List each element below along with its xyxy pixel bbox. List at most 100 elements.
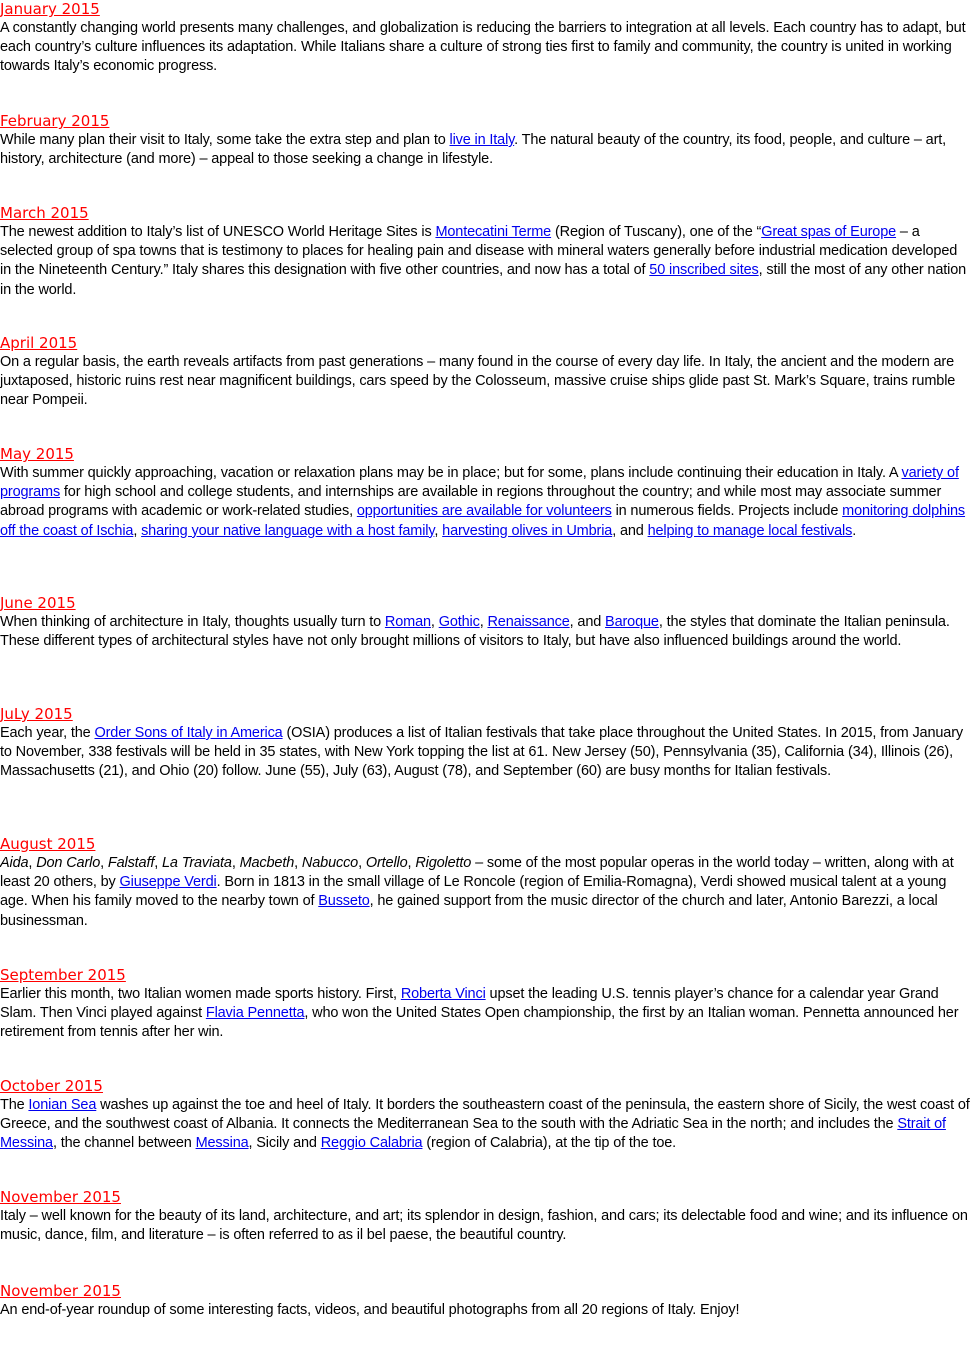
body-text: , — [434, 522, 443, 539]
body-text: washes up against the toe and heel of It… — [0, 1097, 970, 1133]
body-text: (OSIA) produces a list of Italian festiv… — [0, 725, 963, 780]
entry-title-link[interactable]: March 2015 — [0, 204, 89, 222]
inline-link[interactable]: harvesting olives in Umbria — [442, 522, 613, 539]
inline-link[interactable]: Strait of Messina — [0, 1116, 946, 1152]
entry-title-link[interactable]: October 2015 — [0, 1077, 103, 1095]
italic-text: Rigoletto — [415, 855, 472, 871]
entry-title-link[interactable]: February 2015 — [0, 112, 110, 130]
entry-body: Each year, the Order Sons of Italy in Am… — [0, 724, 971, 782]
body-text: , — [100, 855, 108, 871]
entry-title-link[interactable]: JuLy 2015 — [0, 705, 73, 723]
body-text: in numerous fields. Projects include — [611, 503, 843, 520]
inline-link[interactable]: Flavia Pennetta — [205, 1005, 305, 1022]
body-text: . — [852, 522, 857, 539]
body-text: With summer quickly approaching, vacatio… — [0, 465, 902, 481]
inline-link[interactable]: Giuseppe Verdi — [119, 874, 217, 891]
entry-july: JuLy 2015 Each year, the Order Sons of I… — [0, 705, 971, 782]
entry-january: January 2015 A constantly changing world… — [0, 0, 971, 77]
inline-link[interactable]: Renaissance — [487, 614, 570, 630]
body-text: , — [294, 855, 302, 871]
inline-link[interactable]: Ionian Sea — [28, 1097, 97, 1113]
entry-title-link[interactable]: January 2015 — [0, 0, 100, 18]
body-text: On a regular basis, the earth reveals ar… — [0, 354, 956, 409]
entry-title-link[interactable]: November 2015 — [0, 1282, 121, 1300]
inline-link[interactable]: monitoring dolphins off the coast of Isc… — [0, 503, 966, 539]
body-text: , Sicily and — [248, 1135, 321, 1152]
inline-link[interactable]: Montecatini Terme — [435, 224, 552, 240]
entry-title-link[interactable]: June 2015 — [0, 594, 76, 612]
body-text: (region of Calabria), at the tip of the … — [422, 1135, 677, 1152]
inline-link[interactable]: Gothic — [438, 614, 480, 630]
inline-link[interactable]: Busseto — [318, 893, 370, 910]
entry-may: May 2015 With summer quickly approaching… — [0, 445, 971, 541]
inline-link[interactable]: Great spas of Europe — [761, 224, 897, 240]
entry-november: November 2015 Italy – well known for the… — [0, 1188, 971, 1245]
body-text: The newest addition to Italy’s list of U… — [0, 224, 436, 240]
body-text: , the channel between — [52, 1135, 196, 1152]
entry-body: Earlier this month, two Italian women ma… — [0, 985, 971, 1043]
italic-text: La Traviata — [162, 855, 232, 871]
body-text: – a selected group of spa towns that is … — [0, 224, 958, 279]
italic-text: Macbeth — [239, 855, 295, 871]
entry-body: The newest addition to Italy’s list of U… — [0, 223, 971, 300]
entry-october: October 2015 The Ionian Sea washes up ag… — [0, 1077, 971, 1154]
body-text: for high school and college students, an… — [0, 484, 942, 520]
body-text: (Region of Tuscany), one of the “ — [551, 224, 762, 240]
inline-link[interactable]: Reggio Calabria — [320, 1135, 423, 1152]
inline-link[interactable]: live in Italy — [449, 132, 515, 148]
body-text: , he gained support from the music direc… — [0, 893, 938, 929]
inline-link[interactable]: sharing your native language with a host… — [141, 522, 435, 539]
entry-march: March 2015 The newest addition to Italy’… — [0, 204, 971, 300]
inline-link[interactable]: variety of programs — [0, 465, 959, 501]
entry-title-link[interactable]: May 2015 — [0, 445, 74, 463]
body-text: , and — [612, 522, 648, 539]
body-text: , — [430, 614, 439, 630]
entry-body: The Ionian Sea washes up against the toe… — [0, 1096, 971, 1154]
entry-february: February 2015 While many plan their visi… — [0, 112, 971, 169]
inline-link[interactable]: opportunities are available for voluntee… — [356, 503, 612, 520]
body-text: When thinking of architecture in Italy, … — [0, 614, 385, 630]
inline-link[interactable]: Order Sons of Italy in America — [94, 725, 283, 741]
body-text: , — [28, 855, 37, 871]
entry-body: A constantly changing world presents man… — [0, 19, 971, 77]
body-text: . Born in 1813 in the small village of L… — [0, 874, 947, 910]
body-text: , still the most of any other nation in … — [0, 262, 967, 298]
body-text: , — [407, 855, 416, 871]
body-text: , — [231, 855, 240, 871]
body-text: upset the leading U.S. tennis player’s c… — [0, 986, 939, 1022]
entry-november-roundup: November 2015 An end-of-year roundup of … — [0, 1282, 971, 1320]
entry-title-link[interactable]: September 2015 — [0, 966, 126, 984]
inline-link[interactable]: Roman — [384, 614, 431, 630]
body-text: , — [154, 855, 162, 871]
entry-body: When thinking of architecture in Italy, … — [0, 613, 971, 651]
body-text: , — [358, 855, 366, 871]
entry-title-link[interactable]: August 2015 — [0, 835, 96, 853]
body-text: , the styles that dominate the Italian p… — [0, 614, 950, 650]
entry-april: April 2015 On a regular basis, the earth… — [0, 334, 971, 411]
body-text: – some of the most popular operas in the… — [0, 855, 954, 891]
italic-text: Don Carlo — [36, 855, 101, 871]
body-text: , and — [569, 614, 606, 630]
body-text: An end-of-year roundup of some interesti… — [0, 1302, 740, 1318]
body-text: , — [479, 614, 488, 630]
entry-body: Italy – well known for the beauty of its… — [0, 1207, 971, 1245]
entry-title-link[interactable]: November 2015 — [0, 1188, 121, 1206]
body-text: While many plan their visit to Italy, so… — [0, 132, 450, 148]
inline-link[interactable]: helping to manage local festivals — [647, 522, 853, 539]
inline-link[interactable]: Messina — [195, 1135, 249, 1152]
body-text: , — [133, 522, 142, 539]
inline-link[interactable]: Baroque — [605, 614, 659, 630]
body-text: A constantly changing world presents man… — [0, 20, 966, 75]
body-text: Italy – well known for the beauty of its… — [0, 1208, 968, 1244]
inline-link[interactable]: Roberta Vinci — [400, 986, 486, 1002]
italic-text: Ortello — [365, 855, 408, 871]
entry-title-link[interactable]: April 2015 — [0, 334, 78, 352]
body-text: Earlier this month, two Italian women ma… — [0, 986, 401, 1002]
body-text: Each year, the — [0, 725, 95, 741]
entry-body: On a regular basis, the earth reveals ar… — [0, 353, 971, 411]
italic-text: Nabucco — [301, 855, 359, 871]
entry-body: With summer quickly approaching, vacatio… — [0, 464, 971, 541]
entry-june: June 2015 When thinking of architecture … — [0, 594, 971, 651]
inline-link[interactable]: 50 inscribed sites — [649, 262, 759, 279]
